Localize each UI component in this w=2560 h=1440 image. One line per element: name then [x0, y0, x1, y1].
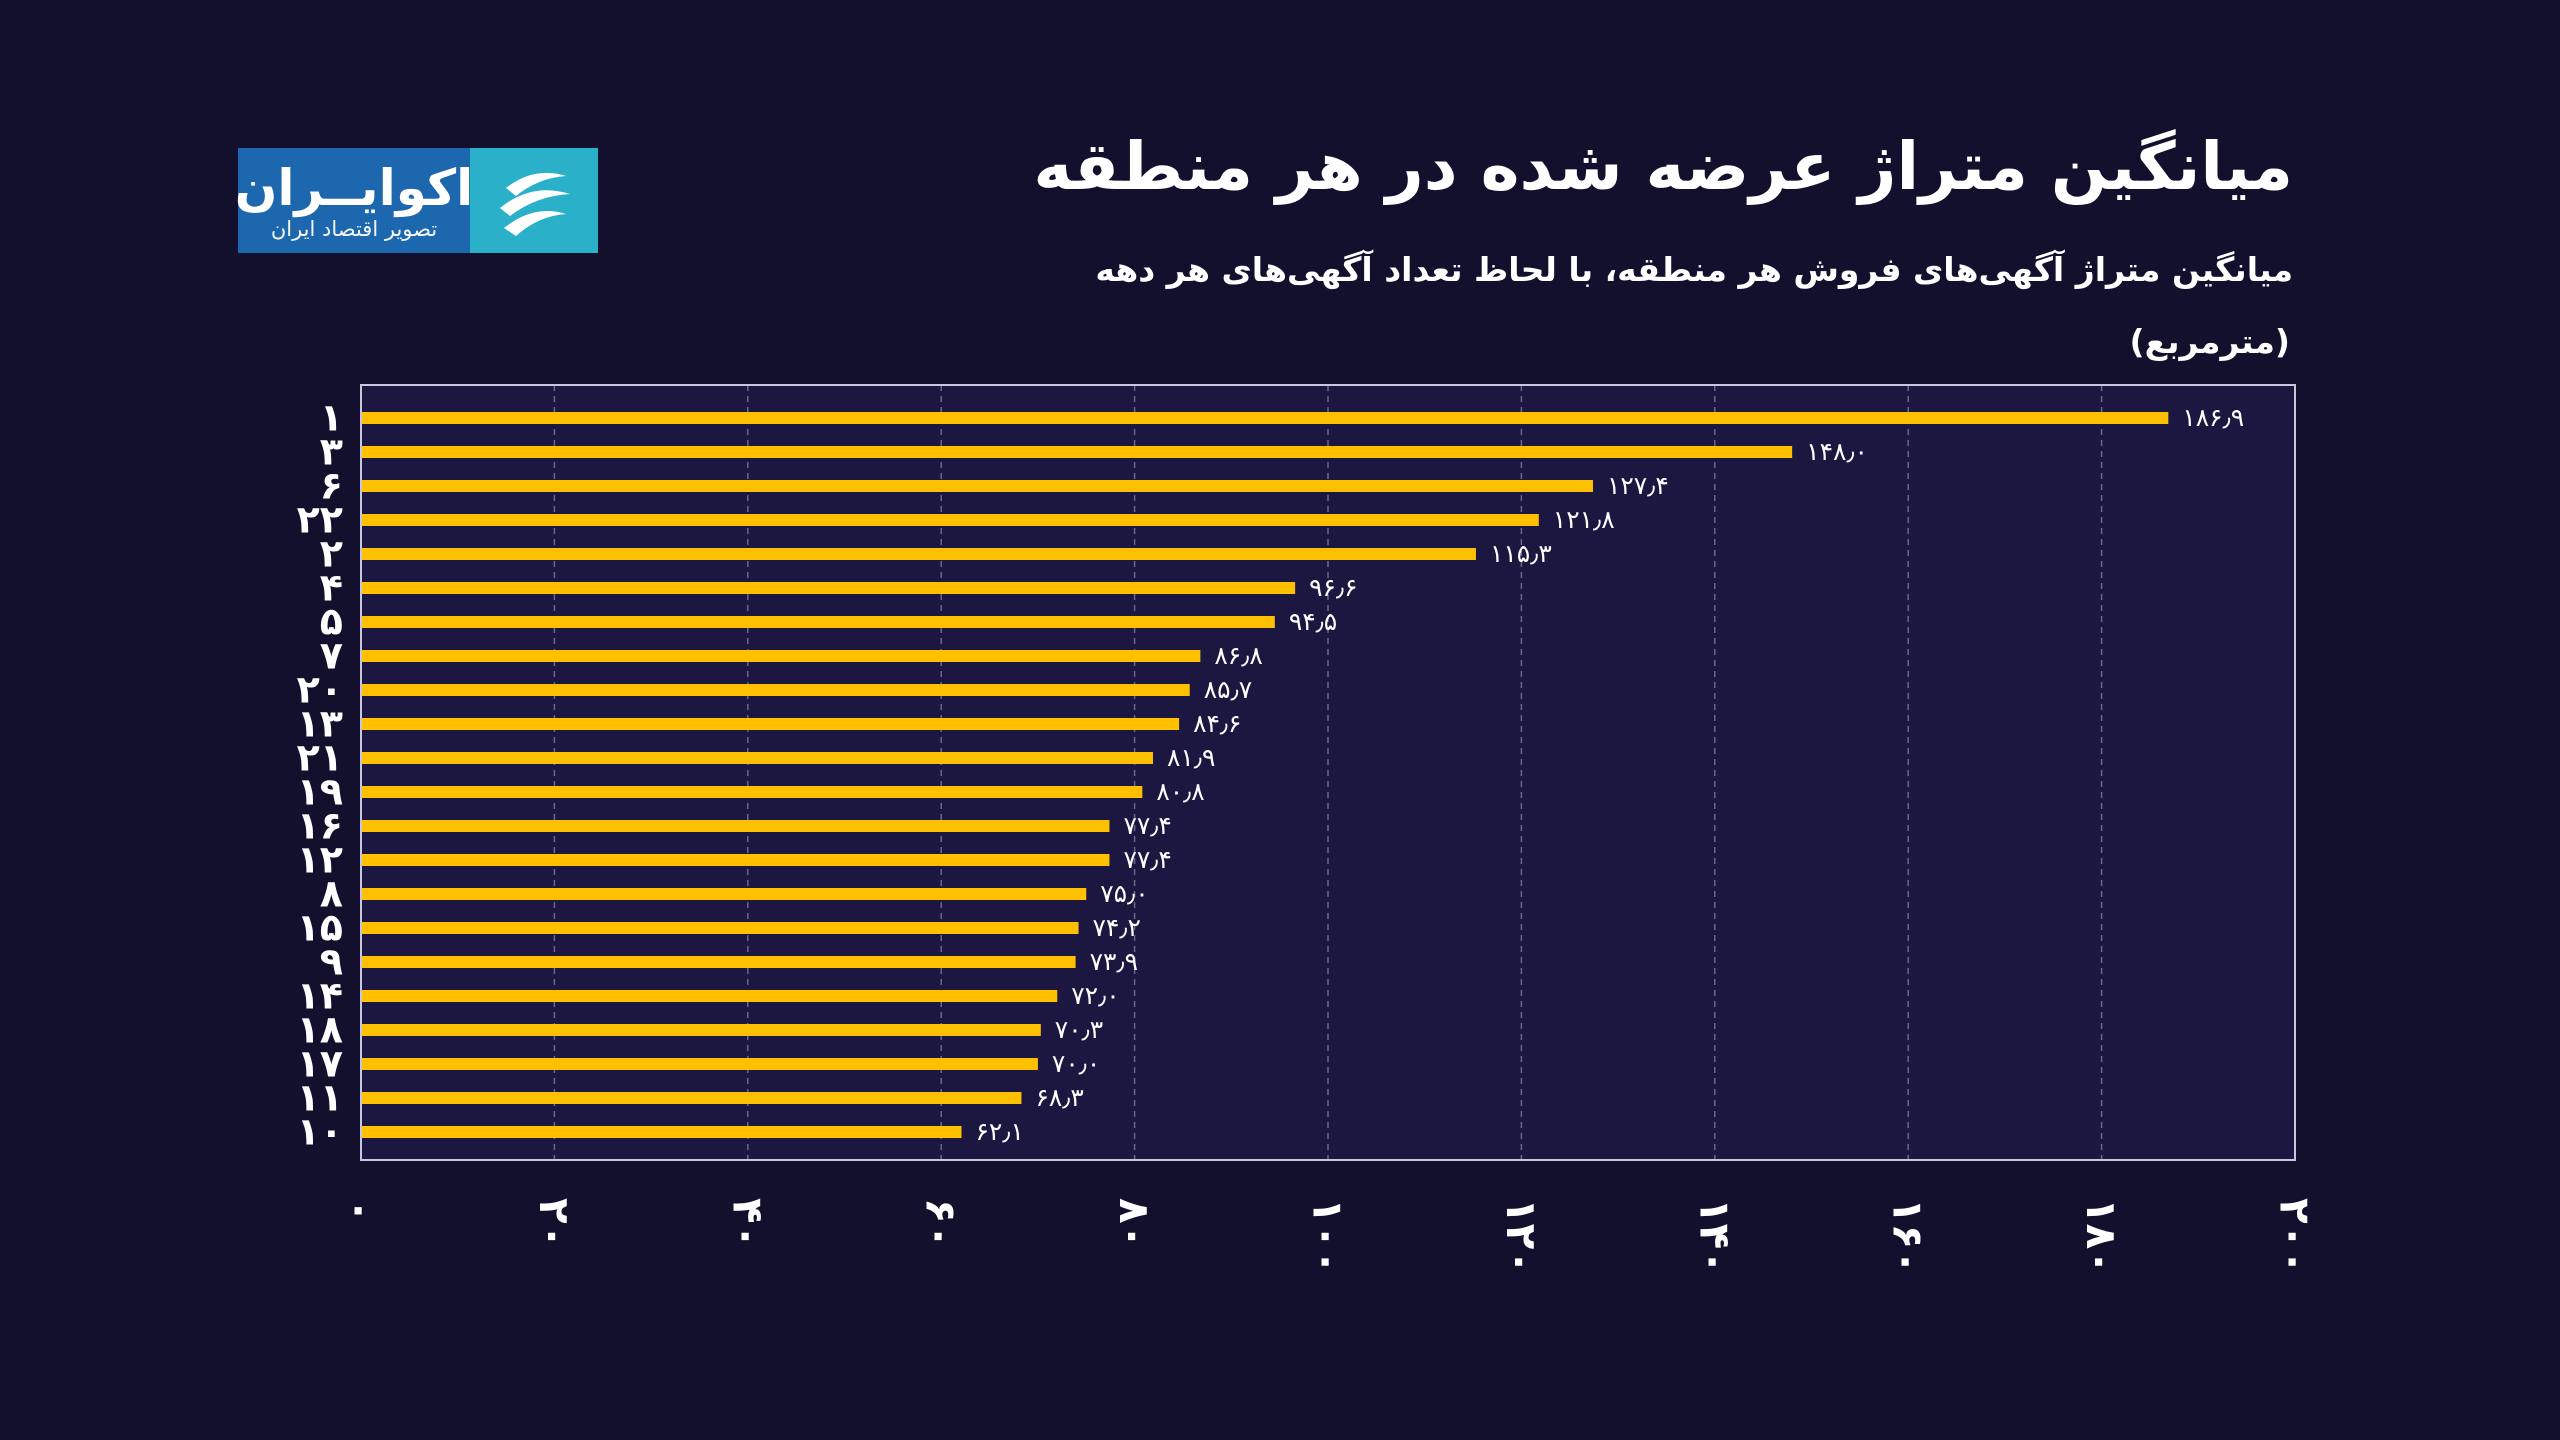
value-label: ۷۲٫۰ — [1071, 981, 1119, 1010]
bar — [361, 922, 1079, 934]
logo-tagline: تصویر اقتصاد ایران — [270, 216, 438, 241]
bar — [361, 786, 1143, 798]
value-label: ۷۰٫۳ — [1055, 1015, 1103, 1044]
category-label: ۷ — [320, 634, 343, 678]
value-label: ۸۱٫۹ — [1167, 743, 1215, 772]
value-label: ۱۴۸٫۰ — [1806, 437, 1868, 466]
bar — [361, 514, 1539, 526]
category-label: ۵ — [320, 600, 343, 644]
x-tick-label: ۲۰۰ — [2271, 1198, 2320, 1275]
x-tick-label: ۱۴۰ — [1690, 1198, 1739, 1275]
category-label: ۴ — [320, 566, 343, 610]
logo-text-block: اکوایــران تصویر اقتصاد ایران — [235, 148, 473, 253]
bar — [361, 616, 1275, 628]
value-label: ۷۵٫۰ — [1100, 879, 1148, 908]
x-tick-label: ۲۰ — [530, 1198, 579, 1249]
value-label: ۸۵٫۷ — [1204, 675, 1252, 704]
bar — [361, 752, 1153, 764]
logo-swoosh-icon — [500, 172, 570, 236]
logo-name: اکوایــران — [234, 158, 474, 217]
category-label: ۱۳ — [297, 702, 343, 746]
value-label: ۸۴٫۶ — [1193, 709, 1241, 738]
plot-border — [360, 384, 2296, 1161]
category-label: ۱۵ — [297, 906, 343, 950]
category-label: ۹ — [320, 940, 343, 984]
value-label: ۱۸۶٫۹ — [2182, 403, 2244, 432]
x-tick-label: ۴۰ — [723, 1198, 772, 1249]
category-label: ۶ — [320, 464, 343, 508]
bar — [361, 990, 1058, 1002]
value-label: ۹۶٫۶ — [1309, 573, 1357, 602]
bar — [361, 956, 1076, 968]
category-label: ۲۲ — [297, 498, 343, 542]
x-tick-label: ۶۰ — [917, 1198, 966, 1249]
bar — [361, 1126, 962, 1138]
value-label: ۷۷٫۴ — [1123, 811, 1171, 840]
x-tick-label: ۸۰ — [1110, 1198, 1159, 1249]
chart-subtitle: میانگین متراژ آگهی‌های فروش هر منطقه، با… — [1095, 250, 2293, 289]
category-label: ۱۸ — [297, 1008, 343, 1052]
bar — [361, 820, 1110, 832]
bar — [361, 1058, 1038, 1070]
value-label: ۸۶٫۸ — [1214, 641, 1262, 670]
value-label: ۱۲۱٫۸ — [1553, 505, 1615, 534]
category-label: ۱۲ — [297, 838, 343, 882]
bar — [361, 854, 1110, 866]
bar — [361, 1024, 1041, 1036]
bar — [361, 1092, 1022, 1104]
category-label: ۲۱ — [297, 736, 343, 780]
value-label: ۷۰٫۰ — [1052, 1049, 1100, 1078]
ecoiran-logo-icon — [470, 148, 598, 253]
bar — [361, 582, 1296, 594]
category-label: ۱۴ — [297, 974, 343, 1018]
bar — [361, 888, 1087, 900]
category-label: ۱۰ — [297, 1110, 343, 1154]
value-label: ۷۴٫۲ — [1093, 913, 1141, 942]
value-label: ۱۲۷٫۴ — [1607, 471, 1669, 500]
value-label: ۸۰٫۸ — [1156, 777, 1204, 806]
bar — [361, 446, 1793, 458]
unit-label: (مترمربع) — [2129, 322, 2291, 361]
x-tick-label: ۱۰۰ — [1304, 1198, 1353, 1275]
category-label: ۸ — [320, 872, 343, 916]
chart-title: میانگین متراژ عرضه شده در هر منطقه — [1033, 128, 2294, 205]
brand-logo: اکوایــران تصویر اقتصاد ایران — [235, 148, 598, 253]
value-label: ۶۲٫۱ — [976, 1117, 1024, 1146]
bar — [361, 412, 2169, 424]
value-label: ۷۷٫۴ — [1123, 845, 1171, 874]
bar — [361, 548, 1476, 560]
bar — [361, 480, 1593, 492]
value-label: ۷۳٫۹ — [1090, 947, 1138, 976]
value-label: ۹۴٫۵ — [1289, 607, 1337, 636]
bar — [361, 684, 1190, 696]
bar — [361, 718, 1180, 730]
category-label: ۲۰ — [297, 668, 343, 712]
x-tick-label: ۱۶۰ — [1884, 1198, 1933, 1275]
category-label: ۲ — [320, 532, 343, 576]
value-label: ۱۱۵٫۳ — [1490, 539, 1552, 568]
category-label: ۱۷ — [297, 1042, 343, 1086]
x-tick-label: ۱۲۰ — [1497, 1198, 1546, 1275]
x-tick-label: ۱۸۰ — [2077, 1198, 2126, 1275]
category-label: ۱۱ — [297, 1076, 343, 1120]
category-label: ۱۹ — [297, 770, 343, 814]
x-tick-label: ۰ — [337, 1198, 386, 1224]
bar — [361, 650, 1201, 662]
category-label: ۳ — [320, 430, 343, 474]
category-label: ۱۶ — [297, 804, 343, 848]
category-label: ۱ — [320, 396, 343, 440]
value-label: ۶۸٫۳ — [1035, 1083, 1083, 1112]
